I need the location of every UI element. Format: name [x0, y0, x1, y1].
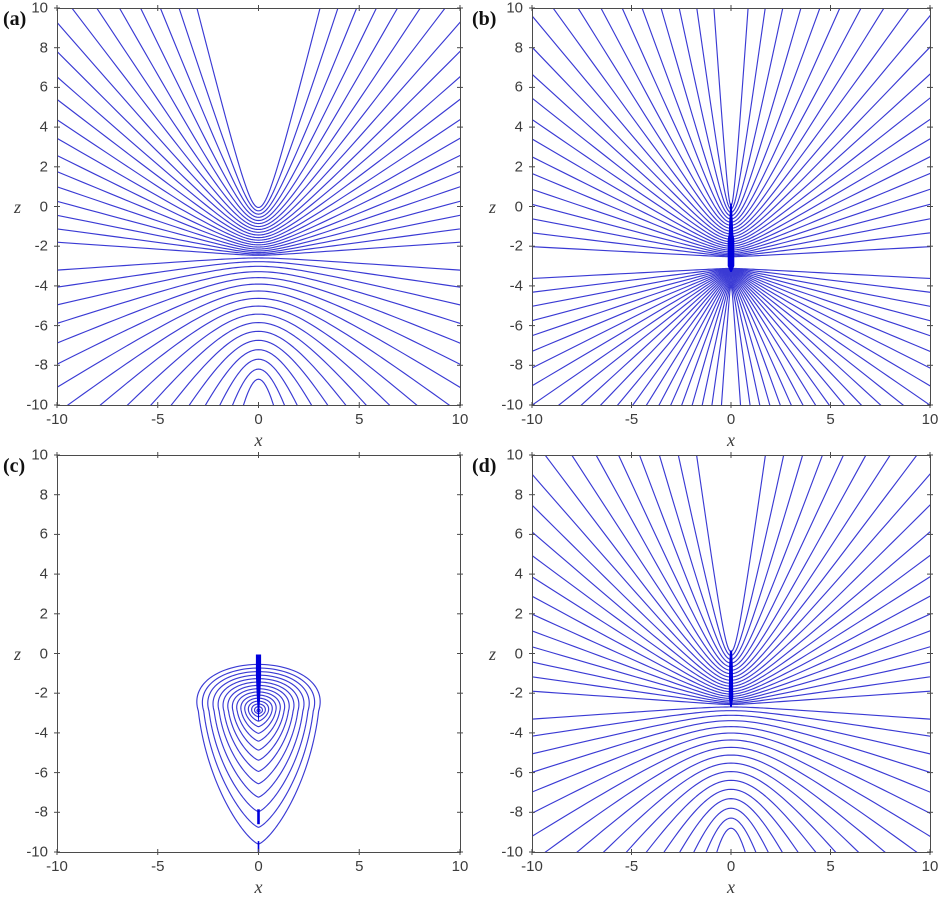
electrode-segment-b	[727, 203, 735, 273]
z-tick-label: -2	[509, 237, 523, 255]
panel-label-a: (a)	[3, 8, 27, 30]
z-tick-label: 6	[39, 525, 48, 543]
x-tick-label: -10	[46, 858, 68, 875]
z-tick-label: -8	[34, 356, 48, 374]
z-tick-label: 0	[514, 645, 523, 662]
x-axis-label: x	[254, 430, 263, 450]
axes-box-d	[529, 452, 933, 855]
x-tick-label: -10	[46, 411, 68, 428]
x-tick-label: 5	[355, 858, 364, 875]
z-tick-label: 4	[514, 118, 523, 136]
z-tick-label: -10	[26, 396, 48, 414]
z-tick-label: -10	[26, 843, 48, 861]
z-axis-label: z	[489, 643, 497, 664]
x-tick-label: 10	[451, 411, 469, 428]
z-tick-label: -6	[509, 764, 523, 782]
x-tick-label: -5	[151, 411, 165, 428]
x-tick-label: 5	[355, 411, 364, 428]
z-tick-label: 10	[31, 446, 48, 464]
electrode-segment-c	[255, 654, 262, 852]
z-axis-label: z	[14, 196, 22, 217]
z-tick-label: 4	[39, 118, 48, 136]
panel-label-c: (c)	[3, 455, 26, 477]
z-tick-label: 6	[514, 78, 523, 96]
axes-box-c	[54, 452, 463, 855]
x-tick-label: 0	[254, 411, 263, 428]
axes-box-b	[529, 5, 933, 408]
x-tick-label: -10	[521, 411, 543, 428]
z-tick-label: 6	[39, 78, 48, 96]
z-tick-label: 0	[39, 198, 48, 215]
axes-box-a	[54, 5, 463, 408]
x-tick-label: 5	[826, 858, 835, 875]
z-tick-label: -2	[509, 684, 523, 702]
z-tick-label: -8	[509, 356, 523, 374]
z-tick-label: 2	[39, 158, 48, 176]
z-tick-label: 10	[506, 0, 523, 17]
z-tick-label: -8	[509, 803, 523, 821]
z-tick-label: -4	[34, 724, 48, 742]
z-tick-label: 0	[39, 645, 48, 662]
z-tick-label: 2	[514, 158, 523, 176]
z-tick-label: 10	[31, 0, 48, 17]
z-tick-label: -4	[509, 277, 523, 295]
x-tick-label: -10	[521, 858, 543, 875]
z-tick-label: 2	[514, 605, 523, 623]
z-tick-label: -2	[34, 684, 48, 702]
z-tick-label: -6	[34, 317, 48, 335]
z-axis-label: z	[489, 196, 497, 217]
z-tick-label: -6	[34, 764, 48, 782]
field-lines-panel-b	[532, 8, 930, 405]
x-tick-label: 0	[726, 858, 736, 875]
z-tick-label: -6	[509, 317, 523, 335]
z-tick-label: 8	[39, 39, 48, 57]
x-axis-label: x	[727, 430, 735, 450]
z-tick-label: -4	[509, 724, 523, 742]
z-tick-label: 8	[514, 486, 523, 504]
field-lines-panel-a	[57, 8, 460, 405]
z-tick-label: -10	[501, 396, 523, 414]
x-tick-label: -5	[151, 858, 165, 875]
x-tick-label: 5	[826, 411, 835, 428]
panel-label-d: (d)	[472, 455, 497, 477]
x-tick-label: 10	[451, 858, 469, 875]
x-tick-label: 10	[921, 858, 939, 875]
x-tick-label: 0	[726, 411, 736, 428]
panel-label-b: (b)	[472, 8, 497, 30]
x-tick-label: -5	[624, 858, 639, 875]
z-axis-label: z	[14, 643, 22, 664]
z-tick-label: 4	[39, 565, 48, 583]
electrode-segment-d	[728, 650, 734, 708]
z-tick-label: 2	[39, 605, 48, 623]
z-tick-label: -10	[501, 843, 523, 861]
x-axis-label: x	[727, 877, 735, 897]
x-tick-label: 10	[921, 411, 939, 428]
z-tick-label: -8	[34, 803, 48, 821]
z-tick-label: 4	[514, 565, 523, 583]
z-tick-label: -4	[34, 277, 48, 295]
z-tick-label: 8	[514, 39, 523, 57]
z-tick-label: -2	[34, 237, 48, 255]
z-tick-label: 8	[39, 486, 48, 504]
x-tick-label: 0	[254, 858, 263, 875]
z-tick-label: 10	[506, 446, 523, 464]
x-axis-label: x	[254, 877, 263, 897]
z-tick-label: 0	[514, 198, 523, 215]
z-tick-label: 6	[514, 525, 523, 543]
x-tick-label: -5	[624, 411, 639, 428]
